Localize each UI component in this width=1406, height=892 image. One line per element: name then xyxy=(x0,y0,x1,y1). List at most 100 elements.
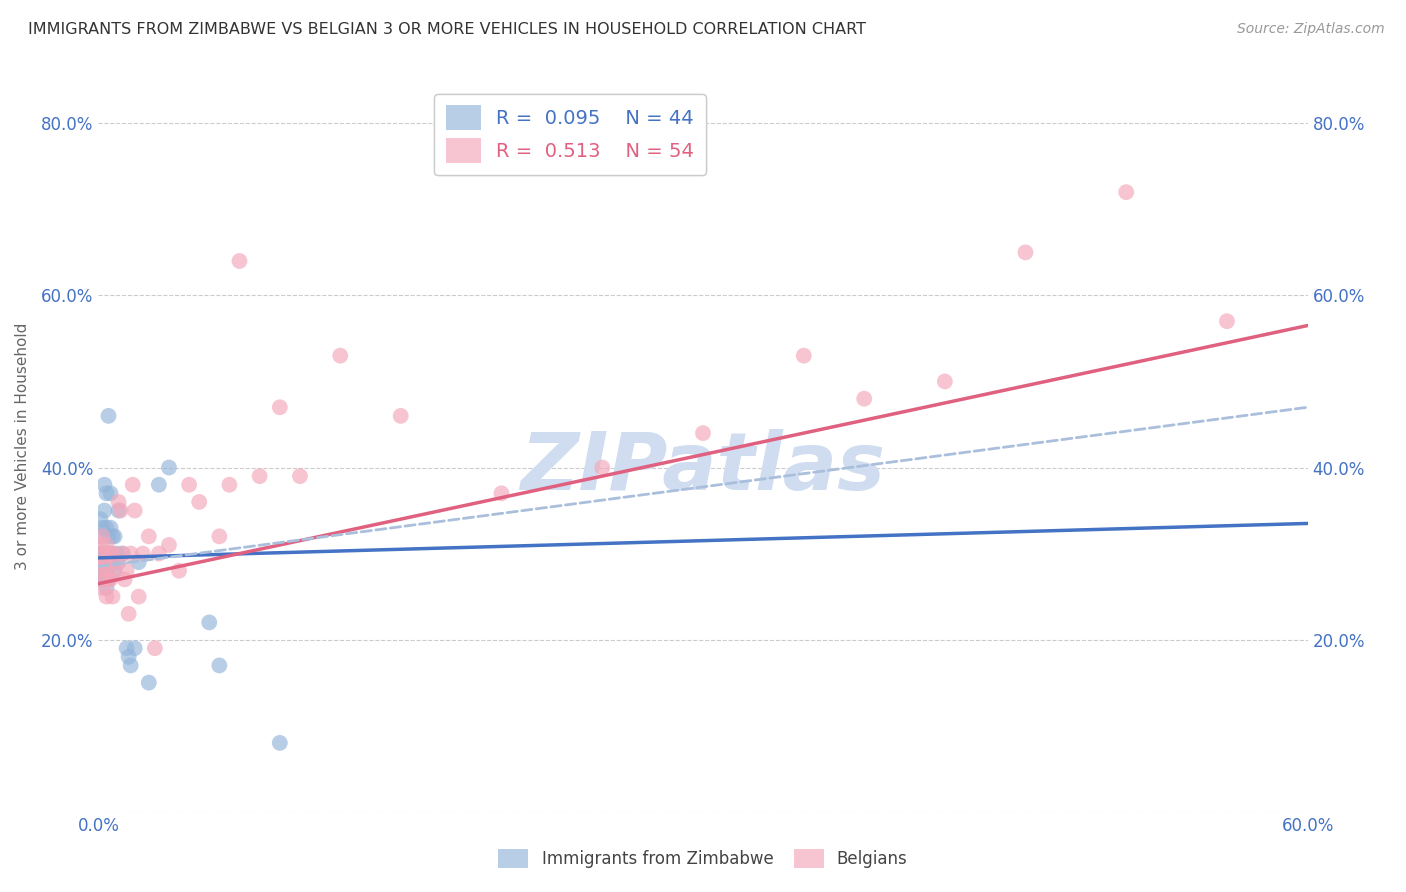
Point xyxy=(111,547,134,561)
Point xyxy=(93,477,115,491)
Point xyxy=(96,564,118,578)
Point xyxy=(96,581,118,595)
Point xyxy=(107,503,129,517)
Point xyxy=(1115,185,1137,199)
Point xyxy=(143,641,166,656)
Point xyxy=(198,615,221,630)
Point xyxy=(188,495,211,509)
Point xyxy=(120,547,142,561)
Point xyxy=(157,538,180,552)
Point xyxy=(121,477,143,491)
Point xyxy=(93,547,115,561)
Point xyxy=(100,573,122,587)
Point xyxy=(114,573,136,587)
Point xyxy=(100,521,122,535)
Point xyxy=(96,538,118,552)
Point xyxy=(93,555,115,569)
Point xyxy=(249,469,271,483)
Point xyxy=(692,426,714,441)
Point xyxy=(105,547,128,561)
Point xyxy=(96,590,118,604)
Point xyxy=(218,477,240,491)
Point xyxy=(91,555,114,569)
Point xyxy=(97,573,120,587)
Point xyxy=(107,495,129,509)
Point xyxy=(793,349,815,363)
Point xyxy=(89,564,111,578)
Point xyxy=(97,409,120,423)
Point xyxy=(93,555,115,569)
Point xyxy=(101,547,124,561)
Legend: R =  0.095    N = 44, R =  0.513    N = 54: R = 0.095 N = 44, R = 0.513 N = 54 xyxy=(434,94,706,175)
Point xyxy=(97,529,120,543)
Point xyxy=(138,529,160,543)
Point xyxy=(934,375,956,389)
Point xyxy=(179,477,201,491)
Point xyxy=(97,573,120,587)
Point xyxy=(208,658,231,673)
Point xyxy=(288,469,311,483)
Point xyxy=(96,547,118,561)
Point xyxy=(115,641,138,656)
Point xyxy=(96,564,118,578)
Point xyxy=(132,547,155,561)
Point xyxy=(93,573,115,587)
Point xyxy=(89,538,111,552)
Point xyxy=(89,512,111,526)
Point xyxy=(1014,245,1036,260)
Point xyxy=(120,658,142,673)
Point xyxy=(853,392,876,406)
Point xyxy=(97,547,120,561)
Point xyxy=(208,529,231,543)
Point xyxy=(93,547,115,561)
Point xyxy=(100,486,122,500)
Point xyxy=(118,607,141,621)
Legend: Immigrants from Zimbabwe, Belgians: Immigrants from Zimbabwe, Belgians xyxy=(492,842,914,875)
Point xyxy=(148,477,170,491)
Point xyxy=(118,649,141,664)
Point xyxy=(96,521,118,535)
Point xyxy=(91,581,114,595)
Point xyxy=(128,590,150,604)
Point xyxy=(389,409,412,423)
Point xyxy=(103,529,125,543)
Point xyxy=(103,564,125,578)
Text: IMMIGRANTS FROM ZIMBABWE VS BELGIAN 3 OR MORE VEHICLES IN HOUSEHOLD CORRELATION : IMMIGRANTS FROM ZIMBABWE VS BELGIAN 3 OR… xyxy=(28,22,866,37)
Point xyxy=(89,529,111,543)
Text: Source: ZipAtlas.com: Source: ZipAtlas.com xyxy=(1237,22,1385,37)
Point xyxy=(269,736,291,750)
Point xyxy=(100,547,122,561)
Point xyxy=(93,573,115,587)
Point xyxy=(110,503,132,517)
Point xyxy=(101,590,124,604)
Point xyxy=(591,460,613,475)
Point xyxy=(105,555,128,569)
Point xyxy=(91,521,114,535)
Point xyxy=(91,573,114,587)
Y-axis label: 3 or more Vehicles in Household: 3 or more Vehicles in Household xyxy=(15,322,30,570)
Point xyxy=(111,547,134,561)
Point xyxy=(93,503,115,517)
Point xyxy=(124,503,146,517)
Point xyxy=(167,564,190,578)
Point xyxy=(269,401,291,415)
Point xyxy=(103,564,125,578)
Point xyxy=(91,547,114,561)
Point xyxy=(100,547,122,561)
Point xyxy=(91,564,114,578)
Point xyxy=(89,564,111,578)
Point xyxy=(91,529,114,543)
Point xyxy=(228,254,250,268)
Point xyxy=(329,349,352,363)
Point xyxy=(1216,314,1239,328)
Text: ZIPatlas: ZIPatlas xyxy=(520,429,886,507)
Point xyxy=(148,547,170,561)
Point xyxy=(101,529,124,543)
Point xyxy=(107,555,129,569)
Point xyxy=(138,675,160,690)
Point xyxy=(97,547,120,561)
Point xyxy=(115,564,138,578)
Point xyxy=(124,641,146,656)
Point xyxy=(89,547,111,561)
Point xyxy=(491,486,513,500)
